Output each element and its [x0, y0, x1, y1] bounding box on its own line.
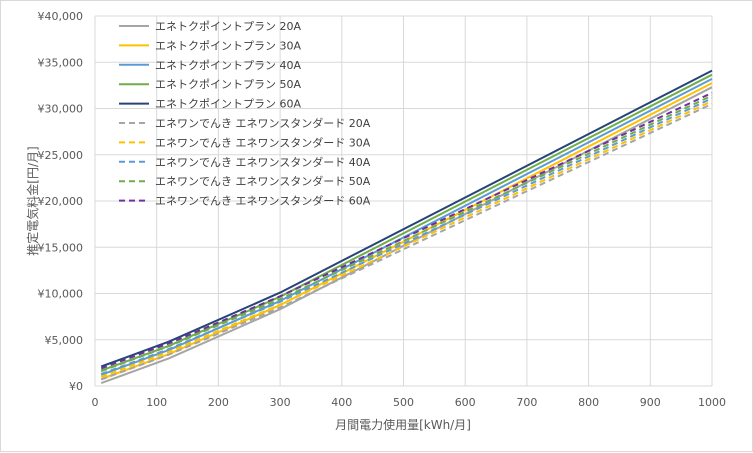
x-tick-label: 100 [146, 396, 167, 409]
y-tick-label: ¥10,000 [38, 288, 84, 301]
series-line-9 [100, 94, 713, 373]
legend-label: エネワンでんき エネワンスタンダード 30A [155, 135, 371, 149]
legend-label: エネトクポイントプラン 30A [155, 39, 301, 52]
legend-label: エネトクポイントプラン 60A [155, 98, 301, 111]
y-tick-label: ¥20,000 [38, 195, 84, 208]
legend-label: エネワンでんき エネワンスタンダード 50A [155, 174, 371, 188]
y-tick-label: ¥30,000 [38, 103, 84, 116]
y-tick-label: ¥40,000 [38, 10, 84, 23]
x-tick-label: 700 [516, 396, 537, 409]
legend-label: エネワンでんき エネワンスタンダード 60A [155, 194, 371, 208]
legend-label: エネワンでんき エネワンスタンダード 40A [155, 155, 371, 169]
x-tick-label: 200 [208, 396, 229, 409]
y-tick-label: ¥0 [69, 380, 83, 393]
series-line-5 [100, 69, 713, 368]
x-axis-ticks: 0 100 200 300 400 500 600 700 800 900 1000 [92, 396, 727, 409]
x-tick-label: 600 [455, 396, 476, 409]
x-tick-label: 800 [578, 396, 599, 409]
series-line-8 [100, 97, 713, 375]
legend-label: エネトクポイントプラン 20A [155, 20, 301, 33]
y-tick-label: ¥15,000 [38, 241, 84, 254]
x-tick-label: 0 [92, 396, 99, 409]
y-axis-ticks: ¥0 ¥5,000 ¥10,000 ¥15,000 ¥20,000 ¥25,000 ¥30,… [38, 10, 84, 393]
x-tick-label: 900 [640, 396, 661, 409]
legend-label: エネワンでんき エネワンスタンダード 20A [155, 116, 371, 130]
x-axis-title: 月間電力使用量[kWh/月] [335, 417, 471, 432]
series-line-4 [100, 73, 713, 372]
legend-label: エネトクポイントプラン 50A [155, 78, 301, 91]
y-tick-label: ¥35,000 [38, 56, 84, 69]
series-line-7 [100, 100, 713, 378]
x-tick-label: 400 [331, 396, 352, 409]
y-tick-label: ¥5,000 [45, 334, 84, 347]
series-line-10 [100, 91, 713, 370]
x-tick-label: 500 [393, 396, 414, 409]
legend-label: エネトクポイントプラン 40A [155, 59, 301, 72]
legend: エネトクポイントプラン 20A エネトクポイントプラン 30A エネトクポイントプラ… [119, 20, 371, 208]
series-line-6 [100, 102, 713, 381]
series-lines [100, 69, 713, 385]
y-tick-label: ¥25,000 [38, 149, 84, 162]
y-axis-title: 推定電気料金[円/月] [25, 146, 40, 255]
gridlines [94, 15, 713, 387]
x-tick-label: 1000 [698, 396, 726, 409]
x-tick-label: 300 [270, 396, 291, 409]
